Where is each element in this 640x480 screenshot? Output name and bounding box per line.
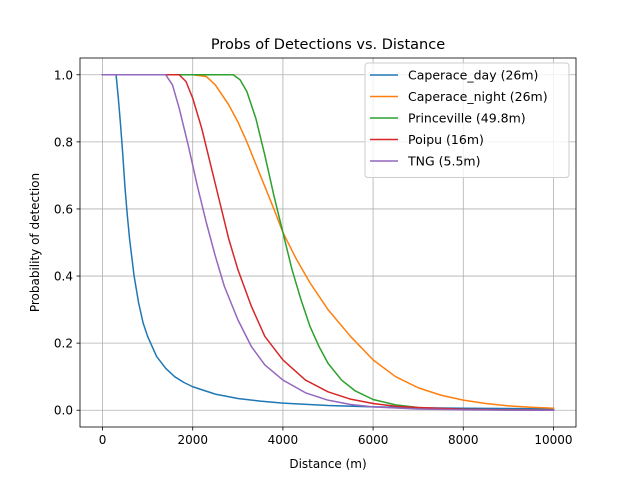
legend: Caperace_day (26m) Caperace_night (26m) Pr… <box>364 62 570 178</box>
x-tick-label: 0 <box>99 433 107 447</box>
y-tick-label: 0.0 <box>54 404 73 418</box>
x-axis-label: Distance (m) <box>289 457 366 471</box>
legend-entry: Caperace_day (26m) <box>408 68 538 83</box>
series-line-0 <box>101 74 555 410</box>
y-tick-label: 1.0 <box>54 68 73 82</box>
series-line-1 <box>101 74 555 409</box>
y-tick-label: 0.2 <box>54 337 73 351</box>
y-tick-label: 0.6 <box>54 202 73 216</box>
x-tick-label: 8000 <box>448 433 479 447</box>
legend-entry: Caperace_night (26m) <box>408 89 548 104</box>
y-tick-label: 0.4 <box>54 270 73 284</box>
legend-entry: Princeville (49.8m) <box>408 111 526 126</box>
x-tick-label: 10000 <box>534 433 572 447</box>
series-line-3 <box>101 74 555 411</box>
legend-entry: TNG (5.5m) <box>407 154 480 169</box>
axis-ticks: 0 2000 4000 6000 8000 10000 0.0 0.2 0.4 0.6 0.8 1.0 <box>54 68 573 447</box>
x-tick-label: 4000 <box>268 433 299 447</box>
chart-title: Probs of Detections vs. Distance <box>211 37 445 53</box>
y-tick-label: 0.8 <box>54 135 73 149</box>
x-tick-label: 6000 <box>358 433 389 447</box>
legend-box <box>364 62 570 178</box>
legend-entry: Poipu (16m) <box>408 132 484 147</box>
series-line-4 <box>101 74 555 411</box>
x-tick-label: 2000 <box>177 433 208 447</box>
y-axis-label: Probability of detection <box>28 173 42 312</box>
plot-frame <box>79 57 577 428</box>
series-lines <box>101 74 555 411</box>
